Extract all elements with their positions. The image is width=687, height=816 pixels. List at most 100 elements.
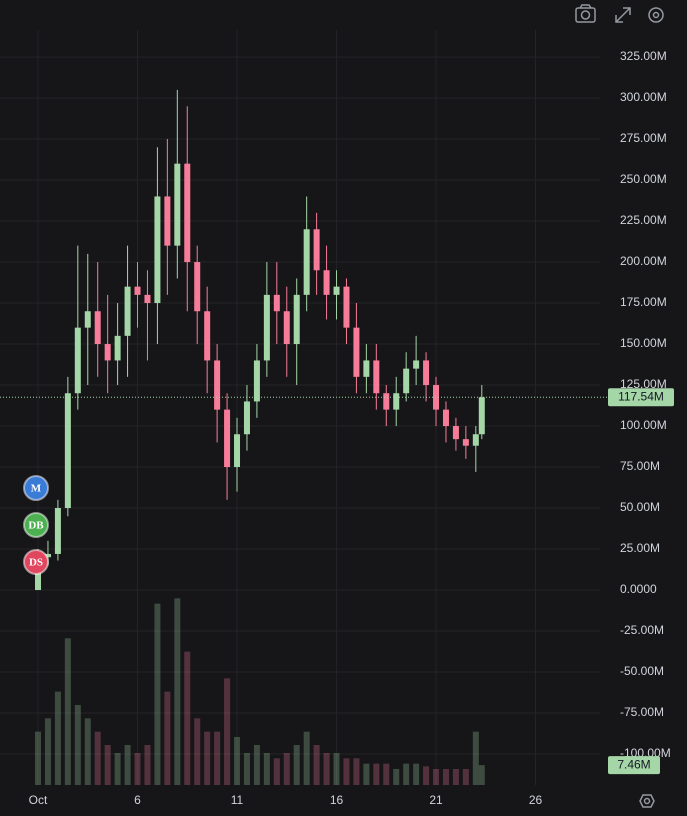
last-volume-tag <box>608 756 660 775</box>
candle-body <box>273 294 280 312</box>
volume-bar <box>84 718 91 785</box>
candle-body <box>54 508 61 554</box>
candle-body <box>313 229 320 271</box>
volume-bar <box>323 753 330 785</box>
volume-bar <box>263 753 270 785</box>
volume-bar <box>433 769 440 785</box>
candle-body <box>124 286 131 336</box>
volume-bar <box>462 769 469 785</box>
event-marker-label: DB <box>28 520 44 532</box>
candle-body <box>263 294 270 361</box>
candle-body <box>472 434 479 446</box>
y-tick-label: 150.00M <box>620 336 667 350</box>
fullscreen-button[interactable] <box>615 7 631 23</box>
event-marker[interactable] <box>23 549 49 575</box>
volume-bar <box>423 766 430 785</box>
volume-bar <box>154 603 161 785</box>
volume-bar <box>472 731 479 785</box>
candle-body <box>373 360 380 394</box>
volume-bar <box>194 718 201 785</box>
x-tick-label: 6 <box>134 793 141 807</box>
event-marker[interactable] <box>23 512 49 538</box>
y-tick-label: 25.00M <box>620 541 660 555</box>
candle-body <box>293 294 300 345</box>
candle-body <box>413 360 420 369</box>
y-tick-label: 200.00M <box>620 254 667 268</box>
candle-body <box>452 426 459 440</box>
event-marker[interactable] <box>23 475 49 501</box>
volume-bar <box>35 731 42 785</box>
candle-body <box>478 397 485 435</box>
volume-bar <box>94 731 101 785</box>
candle-body <box>94 311 101 345</box>
candle-body <box>353 327 360 377</box>
volume-bar <box>204 731 211 785</box>
y-tick-label: 175.00M <box>620 295 667 309</box>
volume-bar <box>413 763 420 785</box>
candle-body <box>154 196 161 304</box>
volume-bar <box>403 763 410 785</box>
volume-bar <box>144 745 151 785</box>
volume-bar <box>333 753 340 785</box>
candle-body <box>194 262 201 312</box>
snapshot-button[interactable] <box>575 4 596 23</box>
volume-bar <box>164 691 171 785</box>
last-price-label: 117.54M <box>618 389 664 403</box>
grid <box>0 30 600 785</box>
y-tick-label: 225.00M <box>620 213 667 227</box>
candle-body <box>64 393 71 509</box>
volume-bar <box>134 753 141 785</box>
y-tick-label: -25.00M <box>620 623 664 637</box>
volume-bar <box>74 705 81 785</box>
event-marker-label: DS <box>29 557 43 569</box>
candle-body <box>423 360 430 386</box>
x-tick-label: Oct <box>29 793 48 807</box>
volume-bar <box>224 678 231 785</box>
x-tick-label: 16 <box>330 793 344 807</box>
candle-body <box>283 311 290 345</box>
volume-bar <box>452 769 459 785</box>
y-tick-label: 125.00M <box>620 377 667 391</box>
toolbar <box>575 4 664 23</box>
candle-body <box>174 163 181 246</box>
candle-body <box>442 409 449 427</box>
candle-body <box>363 360 370 377</box>
volume-bar <box>393 769 400 785</box>
y-tick-label: 0.0000 <box>620 582 657 596</box>
y-tick-label: 250.00M <box>620 172 667 186</box>
volume-bar <box>54 691 61 785</box>
y-tick-label: 325.00M <box>620 49 667 63</box>
candle-body <box>383 393 390 410</box>
volume-bar <box>273 758 280 785</box>
candle-body <box>234 434 241 468</box>
candle-body <box>184 163 191 263</box>
volume-bar <box>353 758 360 785</box>
y-tick-label: -75.00M <box>620 705 664 719</box>
volume-bar <box>44 718 51 785</box>
volume-bar <box>104 745 111 785</box>
volume-bar <box>114 753 121 785</box>
candle-body <box>343 286 350 328</box>
candle-body <box>84 311 91 328</box>
candle-body <box>144 294 151 304</box>
volume-bar <box>313 745 320 785</box>
volume-bar <box>373 763 380 785</box>
y-tick-label: 50.00M <box>620 500 660 514</box>
event-marker-label: M <box>31 483 42 495</box>
axis-settings-button[interactable] <box>639 794 655 808</box>
volume-bar <box>383 763 390 785</box>
candle-body <box>214 360 221 410</box>
candle-body <box>403 368 410 394</box>
y-tick-label: 275.00M <box>620 131 667 145</box>
volume-bar <box>478 765 485 785</box>
last-volume-label: 7.46M <box>617 757 650 771</box>
volume-bar <box>303 731 310 785</box>
candle-body <box>333 286 340 295</box>
volume-bar <box>343 758 350 785</box>
candle-body <box>204 311 211 361</box>
candle-body <box>114 335 121 361</box>
settings-button[interactable] <box>648 7 664 23</box>
candle-body <box>393 393 400 410</box>
candle-body <box>323 270 330 295</box>
